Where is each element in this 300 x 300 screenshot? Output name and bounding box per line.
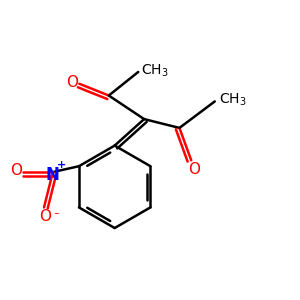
Text: +: +: [57, 160, 66, 170]
Text: O: O: [10, 163, 22, 178]
Text: O: O: [40, 209, 52, 224]
Text: CH$_3$: CH$_3$: [141, 62, 168, 79]
Text: O: O: [188, 162, 200, 177]
Text: CH$_3$: CH$_3$: [219, 92, 246, 108]
Text: O: O: [66, 75, 78, 90]
Text: ⁻: ⁻: [53, 211, 59, 221]
Text: N: N: [46, 166, 60, 184]
